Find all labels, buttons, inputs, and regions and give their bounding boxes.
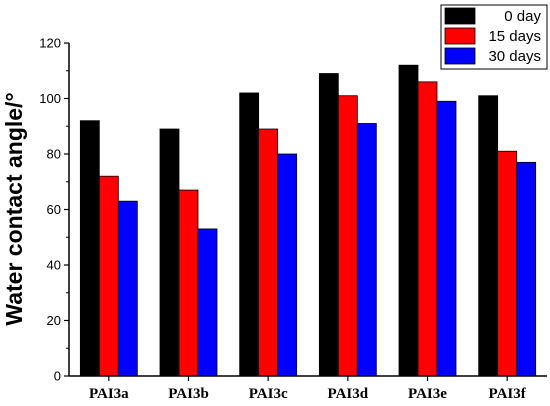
bar-PAI3e-15-days bbox=[417, 81, 438, 377]
bar-PAI3e-30-days bbox=[436, 100, 457, 377]
y-tick-label: 120 bbox=[39, 36, 61, 51]
bar-PAI3f-0-day bbox=[478, 95, 499, 377]
bar-PAI3a-15-days bbox=[98, 175, 119, 377]
legend-swatch-30-days bbox=[444, 47, 476, 65]
y-tick-label: 60 bbox=[47, 202, 61, 217]
bar-PAI3b-0-day bbox=[159, 128, 180, 377]
bar-PAI3a-0-day bbox=[79, 120, 100, 377]
x-tick-label: PAI3f bbox=[489, 386, 527, 402]
y-tick-label: 20 bbox=[47, 313, 61, 328]
x-tick-label: PAI3d bbox=[328, 386, 369, 402]
bar-PAI3a-30-days bbox=[117, 200, 138, 377]
y-axis-title: Water contact angle/° bbox=[1, 92, 27, 325]
bar-PAI3f-30-days bbox=[516, 161, 537, 377]
bar-PAI3c-30-days bbox=[277, 153, 298, 377]
bar-PAI3c-0-day bbox=[239, 92, 260, 377]
legend: 0 day 15 days 30 days bbox=[440, 4, 548, 70]
legend-swatch-0-day bbox=[444, 7, 476, 25]
x-tick-label: PAI3e bbox=[408, 386, 447, 402]
y-tick-label: 40 bbox=[47, 258, 61, 273]
y-tick-label: 80 bbox=[47, 147, 61, 162]
legend-swatch-15-days bbox=[444, 27, 476, 45]
bar-PAI3b-15-days bbox=[178, 189, 199, 377]
bar-PAI3f-15-days bbox=[497, 150, 518, 377]
bar-PAI3d-0-day bbox=[318, 73, 339, 377]
y-tick-label: 0 bbox=[54, 369, 61, 384]
legend-label-30-days: 30 days bbox=[488, 48, 541, 65]
legend-label-15-days: 15 days bbox=[488, 28, 541, 45]
x-tick-label: PAI3a bbox=[89, 386, 129, 402]
axes-group: PAI3a PAI3b PAI3c PAI3d PAI3e PAI3f 0 20 40 60 80 1… bbox=[39, 36, 547, 402]
bar-PAI3b-30-days bbox=[197, 228, 218, 377]
bar-PAI3e-0-day bbox=[398, 64, 419, 377]
bar-PAI3d-15-days bbox=[337, 95, 358, 377]
bars-group bbox=[79, 64, 537, 377]
bar-PAI3d-30-days bbox=[356, 123, 377, 377]
x-tick-label: PAI3b bbox=[168, 386, 209, 402]
x-tick-label: PAI3c bbox=[249, 386, 288, 402]
y-tick-label: 100 bbox=[39, 91, 61, 106]
legend-label-0-day: 0 day bbox=[504, 8, 541, 25]
bar-PAI3c-15-days bbox=[258, 128, 279, 377]
